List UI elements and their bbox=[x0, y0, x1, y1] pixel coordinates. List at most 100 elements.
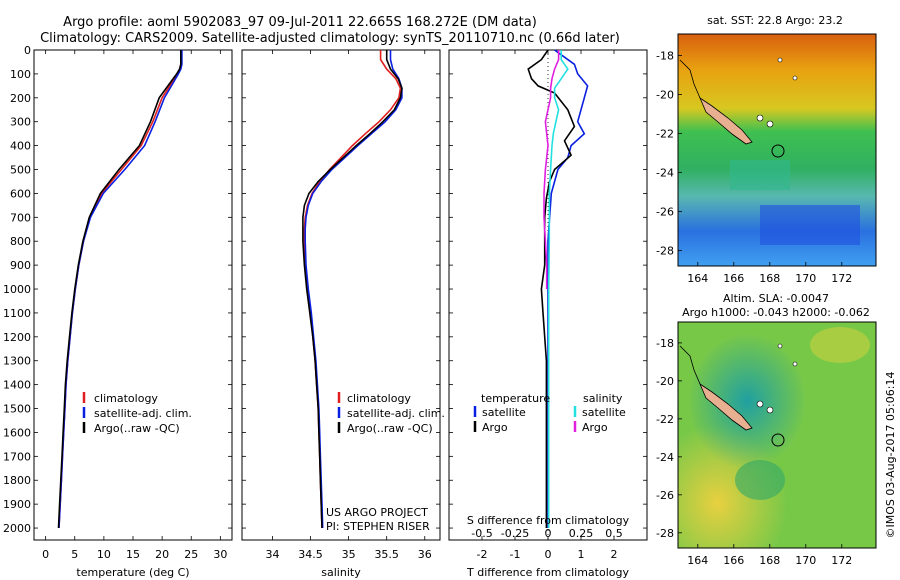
island bbox=[777, 57, 783, 63]
x-tick-label: -2 bbox=[477, 548, 488, 561]
x-tick-label: 15 bbox=[126, 548, 140, 561]
x-tick-label: -1 bbox=[510, 548, 521, 561]
legend-label-t-satellite: satellite bbox=[482, 406, 526, 419]
legend-label-argo: Argo(..raw -QC) bbox=[347, 422, 433, 435]
header-line-1: Argo profile: aoml 5902083_97 09-Jul-201… bbox=[63, 15, 537, 30]
legend-label-climatology: climatology bbox=[94, 392, 158, 405]
sla-patch bbox=[810, 327, 870, 363]
depth-tick-label: 700 bbox=[10, 211, 31, 224]
depth-tick-label: 1500 bbox=[3, 403, 31, 416]
legend-label-s-argo: Argo bbox=[582, 421, 608, 434]
depth-tick-label: 400 bbox=[10, 140, 31, 153]
x-tick-label: 25 bbox=[184, 548, 198, 561]
x-tick-label: 0 bbox=[545, 548, 552, 561]
sst-patch bbox=[730, 160, 790, 190]
new-caledonia-landmass bbox=[699, 382, 753, 431]
s-tick-label: 0.5 bbox=[605, 527, 623, 540]
map-lon-label: 172 bbox=[831, 272, 852, 285]
x-tick-label: 5 bbox=[71, 548, 78, 561]
series-line-temperature-satellite bbox=[547, 49, 589, 528]
sst-patch bbox=[760, 205, 860, 245]
depth-tick-label: 1400 bbox=[3, 379, 31, 392]
map-lon-label: 164 bbox=[687, 554, 708, 567]
map-lat-label: -28 bbox=[656, 527, 674, 540]
depth-tick-label: 1700 bbox=[3, 450, 31, 463]
s-difference-label: S difference from climatology bbox=[467, 514, 630, 527]
difference-legend: temperature salinity satellite Argo sate… bbox=[473, 392, 626, 434]
sst-map-title: sat. SST: 22.8 Argo: 23.2 bbox=[707, 14, 843, 27]
series-line-salinity-argo bbox=[543, 50, 560, 289]
argo-position-marker bbox=[771, 433, 785, 447]
sst-map bbox=[677, 33, 877, 267]
map-lat-label: -28 bbox=[656, 244, 674, 257]
depth-tick-label: 0 bbox=[24, 44, 31, 57]
map-lon-label: 166 bbox=[723, 554, 744, 567]
legend-label-t-argo: Argo bbox=[482, 421, 508, 434]
credit-project: US ARGO PROJECT bbox=[326, 506, 428, 519]
sla-map-title-1: Altim. SLA: -0.0047 bbox=[723, 292, 829, 305]
legend-temperature-heading: temperature bbox=[481, 392, 550, 405]
depth-tick-label: 1200 bbox=[3, 331, 31, 344]
map-lat-label: -22 bbox=[656, 413, 674, 426]
map-lat-label: -20 bbox=[656, 88, 674, 101]
depth-tick-label: 1000 bbox=[3, 283, 31, 296]
legend-label-climatology: climatology bbox=[347, 392, 411, 405]
map-lon-label: 170 bbox=[795, 554, 816, 567]
series-line-salinity-satellite bbox=[547, 50, 569, 528]
depth-tick-label: 300 bbox=[10, 116, 31, 129]
depth-tick-label: 2000 bbox=[3, 522, 31, 535]
reef-outline bbox=[679, 59, 701, 99]
s-tick-label: 0 bbox=[545, 527, 552, 540]
legend-label-s-satellite: satellite bbox=[582, 406, 626, 419]
x-tick-label: 35.5 bbox=[374, 548, 399, 561]
x-tick-label: 34.5 bbox=[298, 548, 323, 561]
island bbox=[777, 343, 783, 349]
s-tick-label: -0.25 bbox=[501, 527, 529, 540]
map-lat-label: -24 bbox=[656, 451, 674, 464]
map-lat-label: -20 bbox=[656, 375, 674, 388]
legend-label-satellite: satellite-adj. clim. bbox=[347, 407, 445, 420]
map-lon-label: 170 bbox=[795, 272, 816, 285]
x-tick-label: 0 bbox=[42, 548, 49, 561]
series-line-argo-raw-qc- bbox=[302, 50, 403, 529]
x-tick-label: 34 bbox=[265, 548, 279, 561]
map-lat-label: -18 bbox=[656, 49, 674, 62]
temperature-panel: 0100200300400500600700800900100011001200… bbox=[3, 44, 233, 579]
island bbox=[792, 361, 798, 367]
s-tick-label: 0.25 bbox=[569, 527, 594, 540]
map-lat-label: -24 bbox=[656, 166, 674, 179]
sla-patch bbox=[735, 460, 785, 500]
legend-label-satellite: satellite-adj. clim. bbox=[94, 407, 192, 420]
depth-tick-label: 100 bbox=[10, 68, 31, 81]
depth-tick-label: 1800 bbox=[3, 474, 31, 487]
depth-tick-label: 1100 bbox=[3, 307, 31, 320]
map-lon-label: 168 bbox=[759, 554, 780, 567]
depth-tick-label: 800 bbox=[10, 235, 31, 248]
island bbox=[756, 114, 764, 122]
map-lat-label: -26 bbox=[656, 489, 674, 502]
depth-tick-label: 1600 bbox=[3, 426, 31, 439]
salinity-xlabel: salinity bbox=[321, 566, 361, 579]
depth-tick-label: 200 bbox=[10, 92, 31, 105]
difference-panel: -2 -1 0 1 2 S difference from climatology -0… bbox=[448, 49, 648, 579]
x-tick-label: 30 bbox=[213, 548, 227, 561]
map-lon-label: 166 bbox=[723, 272, 744, 285]
temperature-plot-frame bbox=[33, 49, 233, 541]
sla-map-title-2: Argo h1000: -0.043 h2000: -0.062 bbox=[682, 306, 870, 319]
t-difference-xlabel: T difference from climatology bbox=[466, 566, 629, 579]
map-lat-label: -26 bbox=[656, 205, 674, 218]
x-tick-label: 10 bbox=[97, 548, 111, 561]
map-lat-label: -22 bbox=[656, 127, 674, 140]
map-lon-label: 168 bbox=[759, 272, 780, 285]
island bbox=[756, 400, 764, 408]
x-tick-label: 1 bbox=[578, 548, 585, 561]
legend-label-argo: Argo(..raw -QC) bbox=[94, 422, 180, 435]
map-lon-label: 164 bbox=[687, 272, 708, 285]
map-lon-label: 172 bbox=[831, 554, 852, 567]
salinity-legend: climatology satellite-adj. clim. Argo(..… bbox=[337, 392, 445, 435]
x-tick-label: 35 bbox=[342, 548, 356, 561]
temperature-legend: climatology satellite-adj. clim. Argo(..… bbox=[82, 392, 192, 435]
sla-map-frame bbox=[677, 321, 877, 549]
salinity-plot-frame bbox=[241, 49, 441, 541]
